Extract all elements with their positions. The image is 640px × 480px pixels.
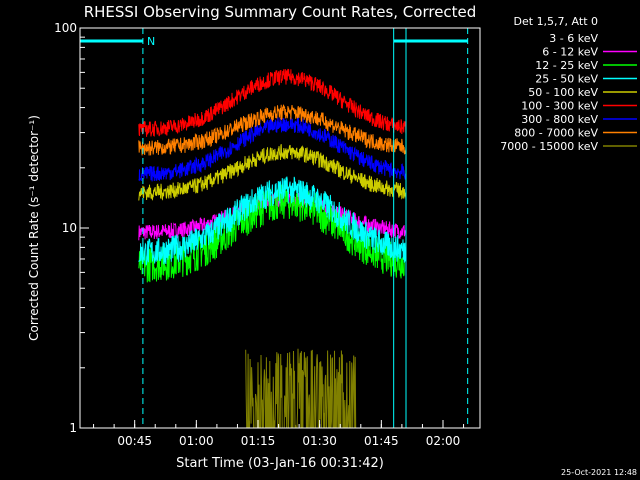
flag-layer: N xyxy=(80,28,469,428)
x-tick-label: 01:00 xyxy=(179,434,214,448)
data-layer xyxy=(138,68,407,429)
flag-label: N xyxy=(147,35,155,48)
x-tick-label: 00:45 xyxy=(117,434,152,448)
legend-label: 7000 - 15000 keV xyxy=(500,140,598,153)
y-axis-label: Corrected Count Rate (s⁻¹ detector⁻¹) xyxy=(27,115,41,341)
x-axis: 00:45 01:00 01:15 01:30 01:45 02:00 xyxy=(93,420,465,448)
series-line xyxy=(138,116,407,182)
legend-label: 3 - 6 keV xyxy=(549,32,598,45)
y-tick-label: 1 xyxy=(69,421,77,435)
footer-timestamp: 25-Oct-2021 12:48 xyxy=(561,468,637,477)
plot-frame xyxy=(79,27,481,429)
x-tick-label: 02:00 xyxy=(426,434,461,448)
x-tick-label: 01:30 xyxy=(302,434,337,448)
y-tick-label: 100 xyxy=(54,21,77,35)
legend-label: 300 - 800 keV xyxy=(521,113,598,126)
series-line xyxy=(138,68,407,137)
x-axis-label: Start Time (03-Jan-16 00:31:42) xyxy=(176,456,384,471)
legend-label: 12 - 25 keV xyxy=(535,59,598,72)
x-tick-label: 01:45 xyxy=(364,434,399,448)
series-line xyxy=(138,144,407,201)
legend-title: Det 1,5,7, Att 0 xyxy=(514,15,598,28)
legend-label: 6 - 12 keV xyxy=(542,46,598,59)
x-tick-label: 01:15 xyxy=(241,434,276,448)
chart-title: RHESSI Observing Summary Count Rates, Co… xyxy=(84,3,477,21)
legend-label: 25 - 50 keV xyxy=(535,73,598,86)
series-line xyxy=(138,176,407,266)
legend-label: 800 - 7000 keV xyxy=(514,127,598,140)
legend-label: 100 - 300 keV xyxy=(521,100,598,113)
series-line xyxy=(245,348,357,429)
legend-label: 50 - 100 keV xyxy=(528,86,598,99)
y-tick-label: 10 xyxy=(62,221,77,235)
series-line xyxy=(138,104,407,156)
y-axis: 100 10 1 xyxy=(54,21,89,435)
